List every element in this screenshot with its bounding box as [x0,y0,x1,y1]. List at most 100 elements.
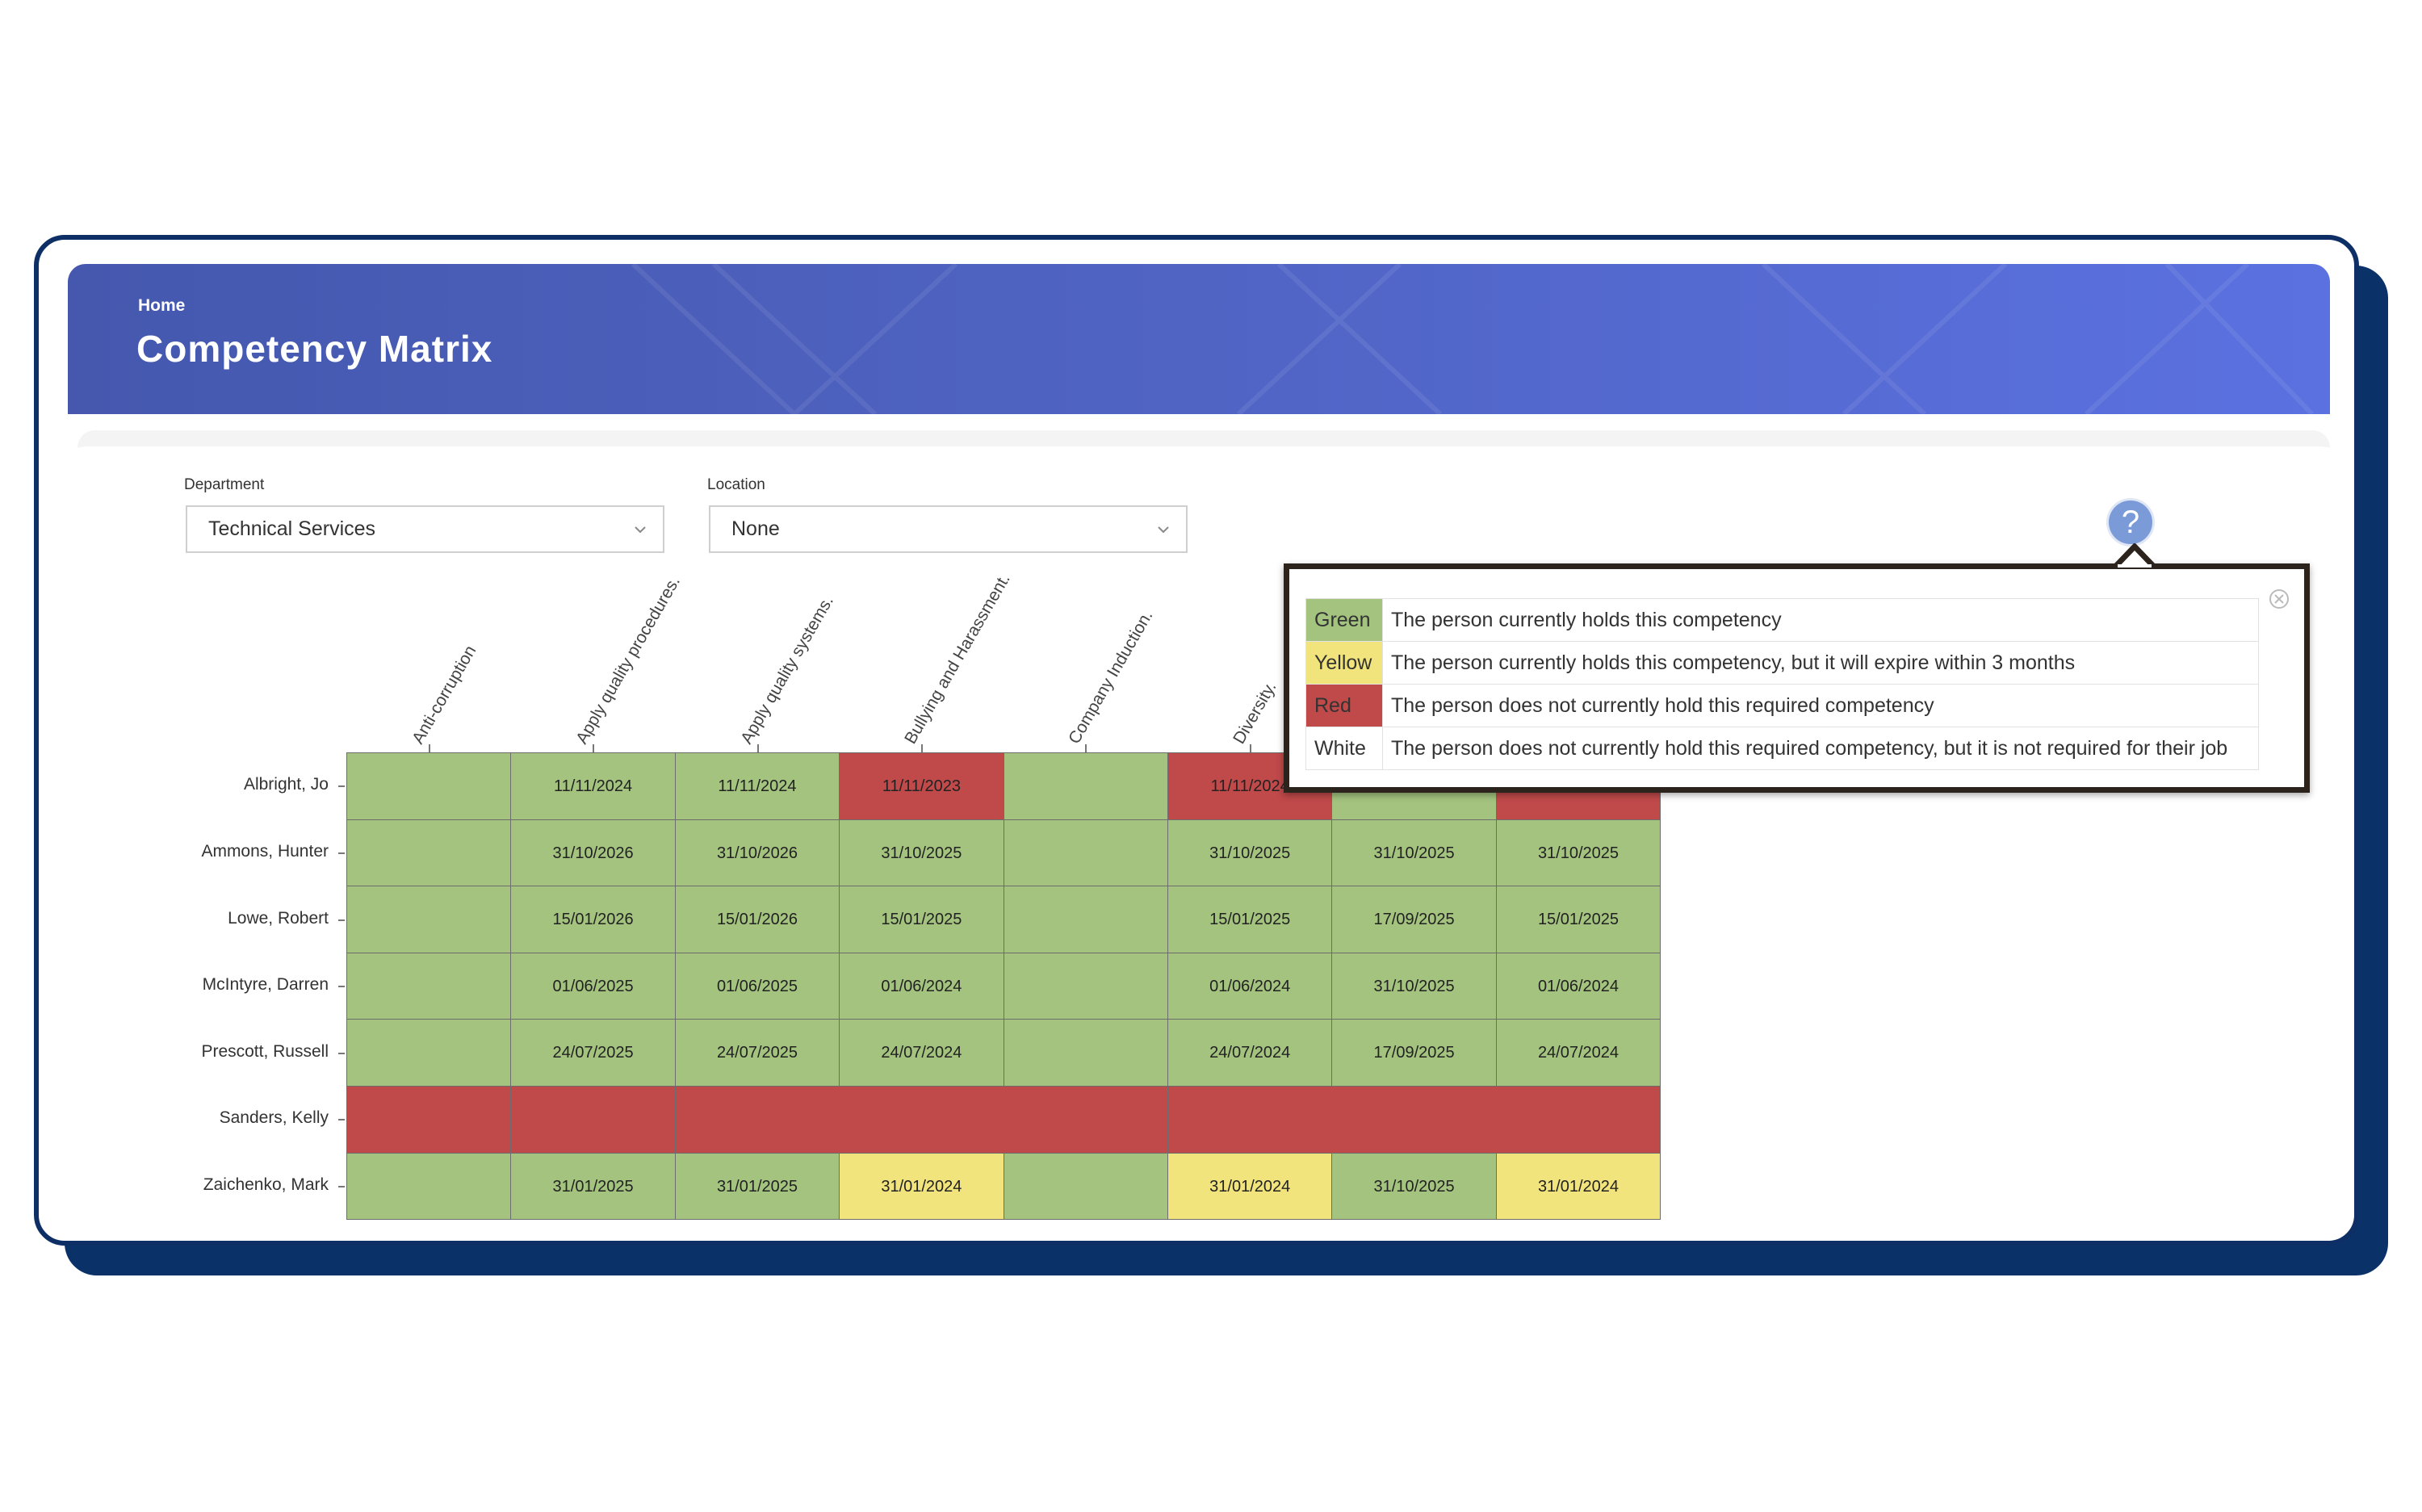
legend-description: The person does not currently hold this … [1382,727,2259,770]
matrix-cell [839,1086,1004,1154]
cell-date: 31/10/2025 [1373,844,1455,862]
row-name: Zaichenko, Mark [203,1175,329,1194]
filter-select[interactable]: Technical Services [186,505,664,553]
matrix-cell: 01/06/2025 [674,952,840,1020]
row-name: Albright, Jo [243,775,329,794]
matrix-cell: 31/01/2025 [674,1152,840,1221]
row-name: Prescott, Russell [201,1041,329,1061]
cell-date: 01/06/2024 [1209,977,1291,995]
cell-date: 24/07/2024 [881,1044,962,1062]
matrix-cell: 01/06/2024 [1167,952,1333,1020]
cell-date: 17/09/2025 [1373,911,1455,929]
legend-table: Green The person currently holds this com… [1305,598,2259,770]
column-tick [756,744,759,752]
cell-date: 31/01/2025 [552,1177,634,1196]
filter-value: None [731,517,780,540]
chevron [635,526,646,534]
close-button[interactable] [2269,588,2290,609]
column-header: Apply quality systems. [736,593,837,748]
matrix-cell [1003,1086,1168,1154]
row-name: Sanders, Kelly [219,1108,329,1128]
matrix-cell: 31/10/2025 [1167,819,1333,887]
row-tick [338,852,345,854]
matrix-cell [1003,819,1168,887]
matrix-cell [1167,1086,1333,1154]
row-tick [338,1185,345,1187]
column-tick [1085,744,1087,752]
legend-popup: Green The person currently holds this com… [1284,543,2310,793]
row-name: Lowe, Robert [228,908,329,928]
legend-row: Yellow The person currently holds this co… [1305,641,2259,685]
row-tick [338,785,345,788]
matrix-cell: 15/01/2025 [1167,886,1333,953]
legend-swatch: Green [1305,598,1383,642]
cell-date: 31/01/2024 [881,1177,962,1196]
matrix-cell: 15/01/2025 [839,886,1004,953]
cell-date: 31/10/2026 [552,844,634,862]
matrix-cell: 11/11/2024 [674,752,840,820]
matrix-cell: 31/10/2025 [839,819,1004,887]
popup-arrow [2114,543,2155,568]
cell-date: 15/01/2025 [1209,911,1291,929]
column-tick [428,744,430,752]
matrix-cell: 15/01/2026 [674,886,840,953]
matrix-cell: 15/01/2026 [510,886,676,953]
matrix-cell [1003,1152,1168,1221]
cell-date: 11/11/2024 [1210,777,1289,795]
filter-select[interactable]: None [709,505,1188,553]
cell-date: 31/10/2025 [1209,844,1291,862]
legend-swatch: Red [1305,684,1383,727]
column-tick [920,744,923,752]
cell-date: 11/11/2024 [554,777,633,795]
legend-swatch: Yellow [1305,641,1383,685]
matrix-cell: 31/01/2024 [1167,1152,1333,1221]
column-tick [1249,744,1251,752]
matrix-cell: 01/06/2024 [1495,952,1661,1020]
legend-description: The person does not currently hold this … [1382,684,2259,727]
matrix-cell [1331,1086,1497,1154]
matrix-cell: 24/07/2024 [1167,1019,1333,1087]
cell-date: 24/07/2025 [716,1044,798,1062]
cell-date: 01/06/2024 [1537,977,1620,995]
matrix-cell [1003,752,1168,820]
cell-date: 11/11/2023 [882,777,961,795]
matrix-cell: 31/10/2025 [1331,1152,1497,1221]
row-name: Ammons, Hunter [201,841,329,861]
row-name: McIntyre, Darren [202,975,329,995]
matrix-cell: 31/01/2024 [1495,1152,1661,1221]
matrix: Department Technical Services Location None… [78,446,2330,1241]
help-button[interactable]: ? [2109,501,2152,544]
cell-date: 15/01/2026 [716,911,798,929]
matrix-cell: 31/01/2025 [510,1152,676,1221]
row-tick [338,1119,345,1121]
cell-date: 17/09/2025 [1373,1044,1455,1062]
matrix-cell [1003,886,1168,953]
cell-date: 31/10/2025 [881,844,962,862]
cell-date: 31/01/2024 [1209,1177,1291,1196]
cell-date: 01/06/2024 [881,977,962,995]
matrix-cell [346,819,512,887]
banner-pattern [631,264,2315,414]
matrix-cell: 17/09/2025 [1331,886,1497,953]
matrix-cell [346,1019,512,1087]
matrix-cell: 17/09/2025 [1331,1019,1497,1087]
filter-value: Technical Services [208,517,376,540]
filter-label: Location [707,476,765,493]
content: Department Technical Services Location None… [78,430,2330,1241]
cell-date: 31/10/2026 [716,844,798,862]
chevron [1158,526,1169,534]
matrix-cell [346,952,512,1020]
cell-date: 01/06/2025 [716,977,798,995]
breadcrumb[interactable]: Home [138,296,186,315]
cell-date: 31/01/2024 [1537,1177,1620,1196]
cell-date: 11/11/2024 [718,777,797,795]
header-banner: Home Competency Matrix [68,264,2330,414]
cell-date: 31/10/2025 [1373,1177,1455,1196]
cell-date: 15/01/2025 [881,911,962,929]
cell-date: 31/01/2025 [716,1177,798,1196]
legend-description: The person currently holds this competen… [1382,641,2259,685]
matrix-cell: 24/07/2024 [839,1019,1004,1087]
matrix-cell: 31/10/2026 [674,819,840,887]
cell-date: 31/10/2025 [1373,977,1455,995]
